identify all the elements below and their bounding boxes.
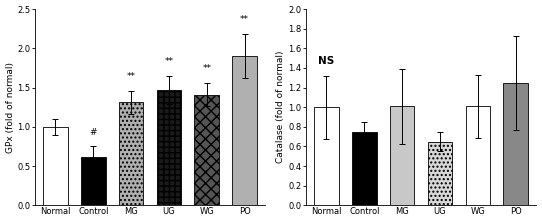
- Y-axis label: Catalase (fold of normal): Catalase (fold of normal): [276, 51, 286, 163]
- Bar: [466, 106, 490, 205]
- Text: NS: NS: [318, 56, 334, 66]
- Bar: [195, 95, 219, 205]
- Text: **: **: [164, 57, 173, 66]
- Text: **: **: [127, 72, 136, 81]
- Y-axis label: GPx (fold of normal): GPx (fold of normal): [5, 62, 15, 153]
- Bar: [504, 83, 528, 205]
- Bar: [43, 127, 68, 205]
- Bar: [390, 106, 415, 205]
- Bar: [157, 90, 181, 205]
- Bar: [233, 56, 257, 205]
- Bar: [352, 132, 377, 205]
- Bar: [428, 142, 452, 205]
- Bar: [314, 107, 339, 205]
- Bar: [81, 157, 106, 205]
- Text: #: #: [89, 128, 97, 137]
- Text: **: **: [240, 15, 249, 24]
- Text: **: **: [202, 64, 211, 73]
- Bar: [119, 103, 144, 205]
